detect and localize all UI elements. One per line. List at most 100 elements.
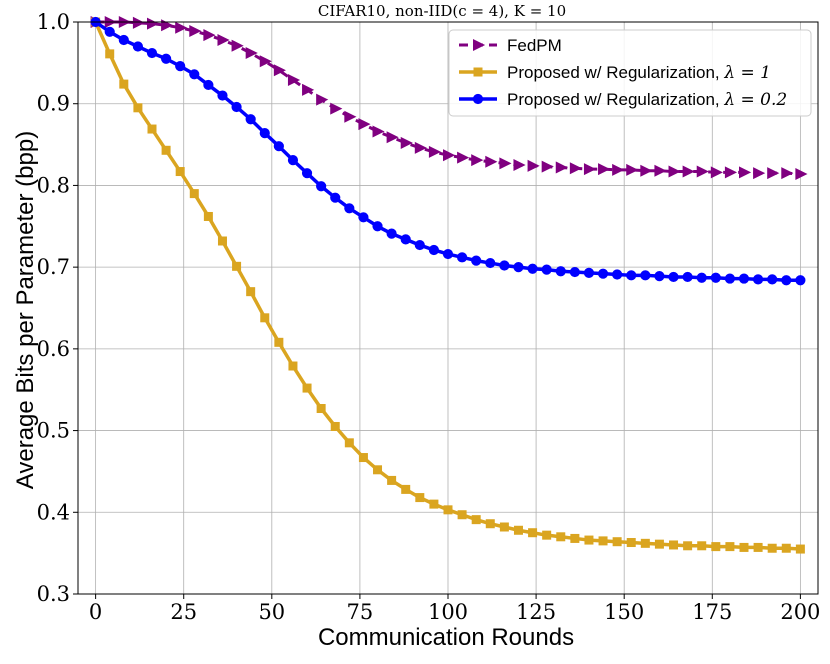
- data-point: [287, 154, 299, 166]
- data-point: [471, 154, 484, 167]
- data-point: [683, 541, 693, 551]
- data-point: [287, 74, 301, 87]
- data-point: [217, 90, 228, 101]
- data-point: [570, 533, 580, 543]
- data-point: [696, 272, 707, 283]
- data-point: [302, 383, 312, 393]
- data-point: [358, 453, 368, 463]
- data-point: [344, 110, 357, 123]
- data-point: [429, 499, 439, 509]
- data-point: [654, 271, 665, 282]
- legend-label: FedPM: [507, 36, 562, 55]
- data-point: [373, 465, 383, 475]
- data-point: [274, 337, 284, 347]
- legend-marker: [473, 67, 483, 77]
- data-point: [556, 532, 566, 542]
- data-point: [260, 313, 270, 323]
- data-point: [471, 515, 481, 525]
- y-tick-label: 0.3: [37, 582, 70, 606]
- data-point: [203, 29, 216, 42]
- x-tick-label: 175: [692, 600, 732, 624]
- data-point: [119, 79, 129, 89]
- data-point: [640, 538, 650, 548]
- data-point: [428, 145, 442, 158]
- data-point: [414, 239, 425, 251]
- data-point: [583, 163, 597, 176]
- data-point: [372, 125, 385, 138]
- data-point: [555, 161, 568, 174]
- data-point: [753, 542, 763, 552]
- data-point: [739, 542, 749, 552]
- data-point: [387, 475, 397, 485]
- data-point: [513, 525, 523, 535]
- data-point: [160, 53, 172, 64]
- y-tick-label: 1.0: [37, 10, 70, 34]
- data-point: [527, 263, 538, 274]
- data-point: [682, 271, 693, 283]
- data-point: [513, 262, 524, 273]
- data-point: [203, 79, 214, 91]
- data-point: [443, 149, 456, 162]
- data-point: [682, 165, 695, 178]
- data-point: [288, 361, 298, 371]
- data-point: [104, 26, 115, 37]
- data-point: [569, 266, 580, 278]
- legend-box: [448, 29, 812, 117]
- data-point: [400, 234, 411, 245]
- x-tick-label: 150: [604, 600, 644, 624]
- data-point: [697, 541, 707, 551]
- data-point: [316, 181, 327, 192]
- data-point: [245, 47, 258, 60]
- x-tick-label: 0: [89, 600, 102, 624]
- y-tick-label: 0.8: [37, 173, 70, 197]
- data-point: [132, 41, 144, 52]
- data-point: [358, 118, 371, 131]
- y-axis-label: Average Bits per Parameter (bpp): [12, 131, 39, 489]
- data-point: [471, 255, 482, 266]
- data-point: [456, 252, 468, 263]
- data-point: [316, 404, 326, 414]
- data-point: [654, 164, 667, 177]
- data-point: [795, 544, 805, 554]
- data-point: [781, 543, 791, 553]
- data-point: [541, 160, 554, 173]
- data-point: [246, 287, 256, 297]
- series-0: [90, 15, 808, 180]
- data-point: [175, 167, 185, 177]
- x-tick-label: 100: [428, 600, 468, 624]
- legend-label: Proposed w/ Regularization, λ = 1: [507, 63, 771, 83]
- data-point: [569, 162, 582, 175]
- data-point: [428, 244, 440, 256]
- data-point: [626, 270, 637, 281]
- data-point: [259, 128, 270, 139]
- y-tick-label: 0.5: [37, 419, 70, 443]
- data-point: [175, 61, 186, 72]
- x-tick-label: 125: [516, 600, 556, 624]
- data-point: [485, 257, 496, 269]
- data-point: [739, 166, 752, 179]
- data-point: [626, 538, 636, 548]
- data-point: [189, 24, 202, 37]
- data-point: [541, 264, 552, 275]
- legend-marker: [473, 38, 486, 52]
- data-point: [259, 55, 272, 68]
- data-point: [217, 236, 227, 246]
- y-tick-label: 0.4: [37, 500, 70, 524]
- data-point: [669, 540, 679, 550]
- y-tick-label: 0.7: [37, 255, 70, 279]
- legend-label-math: λ = 0.2: [723, 90, 787, 110]
- data-point: [781, 167, 794, 180]
- legend-label-text: Proposed w/ Regularization,: [507, 90, 724, 109]
- data-point: [133, 103, 143, 113]
- legend-label-math: λ = 1: [723, 63, 771, 83]
- data-point: [696, 165, 709, 178]
- data-point: [513, 158, 526, 172]
- data-point: [612, 537, 622, 547]
- data-point: [457, 151, 470, 164]
- data-point: [443, 505, 453, 515]
- data-point: [752, 274, 764, 285]
- data-point: [414, 141, 427, 154]
- data-point: [132, 16, 146, 29]
- data-point: [302, 83, 315, 96]
- y-tick-label: 0.6: [37, 337, 70, 361]
